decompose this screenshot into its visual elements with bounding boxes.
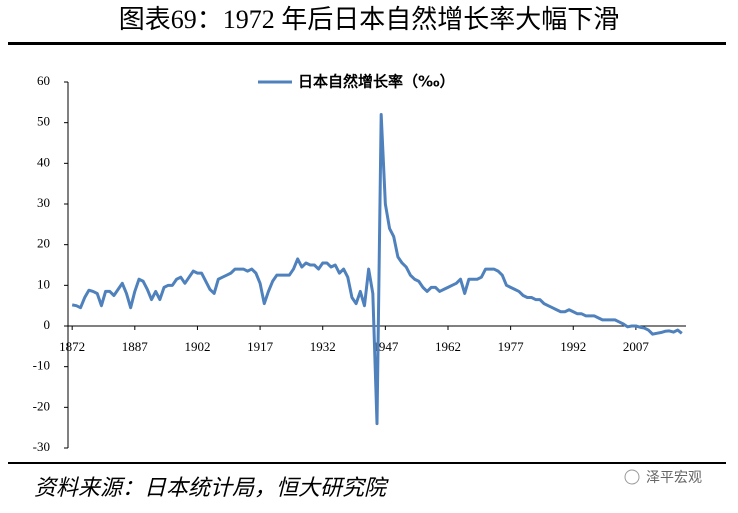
- y-tick-label: -30: [33, 439, 50, 454]
- x-tick-label: 1932: [310, 339, 336, 354]
- series-line: [71, 113, 683, 426]
- x-tick-label: 1872: [59, 339, 85, 354]
- watermark-icon: [624, 469, 640, 485]
- y-tick-label: 0: [44, 317, 51, 332]
- x-tick-label: 1902: [184, 339, 210, 354]
- x-tick-label: 2007: [623, 339, 650, 354]
- x-tick-label: 1962: [435, 339, 461, 354]
- y-tick-label: 50: [37, 114, 50, 129]
- x-tick-label: 1947: [372, 339, 399, 354]
- title: 图表69：1972 年后日本自然增长率大幅下滑: [119, 5, 620, 34]
- source-rule: [8, 462, 726, 464]
- source: 资料来源：日本统计局，恒大研究院: [34, 475, 389, 500]
- x-tick-label: 1977: [498, 339, 525, 354]
- x-tick-label: 1917: [247, 339, 274, 354]
- legend-label: 日本自然增长率（‰）: [298, 73, 455, 91]
- y-tick-label: 20: [37, 236, 50, 251]
- y-tick-label: -10: [33, 358, 50, 373]
- y-tick-label: 30: [37, 195, 50, 210]
- y-tick-label: 40: [37, 154, 50, 169]
- y-tick-label: 10: [37, 276, 50, 291]
- y-tick-label: 60: [37, 73, 50, 88]
- title-rule: [8, 42, 726, 45]
- watermark: 泽平宏观: [646, 470, 702, 486]
- x-tick-label: 1887: [122, 339, 149, 354]
- y-tick-label: -20: [33, 398, 50, 413]
- x-tick-label: 1992: [560, 339, 586, 354]
